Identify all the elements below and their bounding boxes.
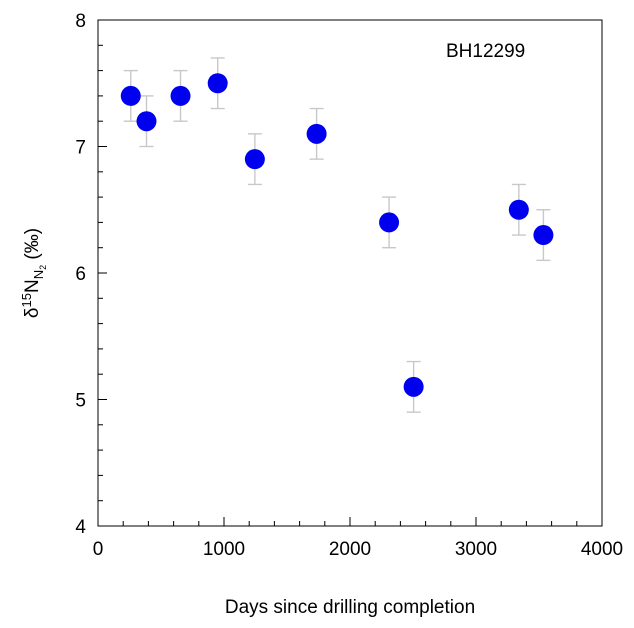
error-bars xyxy=(123,57,551,413)
data-point xyxy=(120,85,141,106)
y-tick-label: 6 xyxy=(75,264,86,285)
y-axis-delta: δ xyxy=(22,307,43,318)
data-point xyxy=(207,73,228,94)
data-point xyxy=(533,225,554,246)
y-tick-label: 4 xyxy=(75,517,86,538)
axis-ticks xyxy=(97,19,603,527)
y-axis-iso-mass: 15 xyxy=(19,293,34,307)
y-tick-label: 8 xyxy=(75,11,86,32)
x-tick-label: 3000 xyxy=(455,539,497,560)
y-tick-label: 7 xyxy=(75,138,86,159)
data-point xyxy=(306,123,327,144)
y-axis-title: δ15NN2 (‰) xyxy=(19,228,48,318)
y-axis-element: N xyxy=(22,279,43,293)
axis-tick-labels: 0 1000 2000 3000 4000 4 5 6 7 8 xyxy=(75,11,623,560)
chart-annotation: BH12299 xyxy=(446,41,525,62)
data-point xyxy=(136,111,157,132)
data-point xyxy=(170,85,191,106)
data-point xyxy=(379,212,400,233)
data-point xyxy=(508,199,529,220)
y-axis-unit: (‰) xyxy=(22,228,43,265)
data-point xyxy=(403,376,424,397)
y-tick-label: 5 xyxy=(75,391,86,412)
x-tick-label: 2000 xyxy=(329,539,371,560)
x-tick-label: 0 xyxy=(93,539,104,560)
y-axis-sub-count: 2 xyxy=(38,265,48,270)
data-point xyxy=(244,149,265,170)
x-tick-label: 4000 xyxy=(581,539,623,560)
y-axis-sub-element: N xyxy=(31,270,46,279)
data-points xyxy=(120,73,554,397)
x-axis-title: Days since drilling completion xyxy=(225,597,475,618)
x-tick-label: 1000 xyxy=(203,539,245,560)
